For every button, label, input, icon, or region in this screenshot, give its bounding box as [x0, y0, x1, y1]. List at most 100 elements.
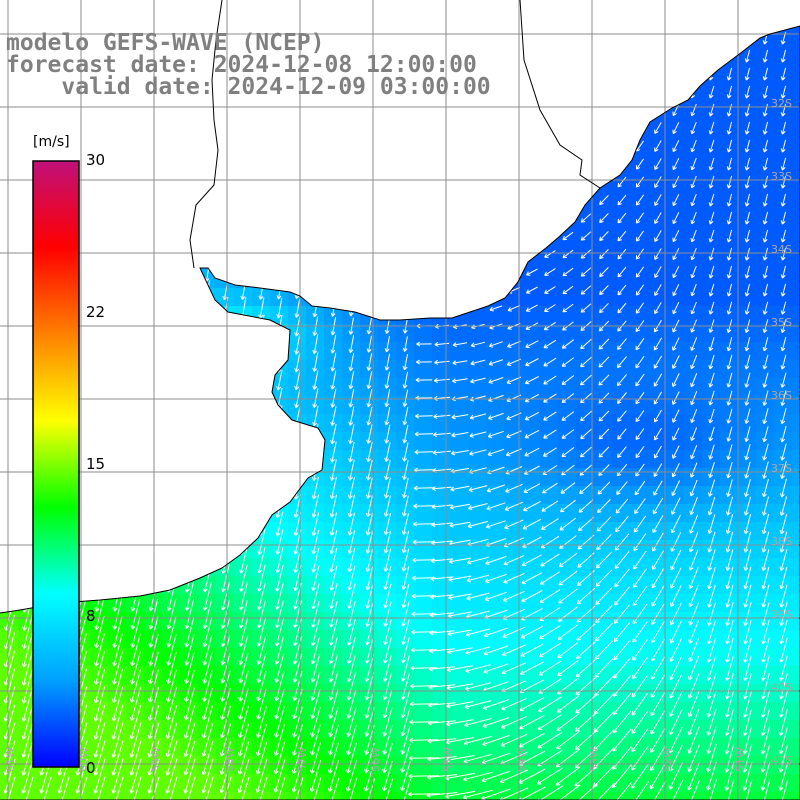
speed-cell — [342, 234, 361, 253]
wind-arrow — [168, 118, 174, 138]
speed-cell — [468, 126, 487, 145]
speed-cell — [108, 360, 127, 379]
speed-cell — [180, 414, 199, 433]
wind-arrow — [725, 584, 734, 608]
speed-cell — [90, 720, 109, 739]
speed-cell — [18, 0, 37, 19]
wind-arrow — [453, 162, 467, 167]
wind-arrow — [310, 706, 321, 738]
wind-arrow — [384, 246, 390, 262]
speed-cell — [738, 414, 757, 433]
wind-arrow — [466, 556, 489, 565]
wind-arrow — [561, 411, 575, 421]
speed-cell — [144, 162, 163, 181]
wind-arrow — [96, 189, 103, 211]
speed-cell — [108, 216, 127, 235]
model-title: modelo GEFS-WAVE (NCEP) — [6, 30, 325, 56]
wind-arrow — [60, 99, 66, 122]
wind-arrow — [690, 445, 698, 460]
wind-arrow — [400, 743, 411, 773]
speed-cell — [324, 270, 343, 289]
wind-arrow — [706, 726, 717, 755]
speed-cell — [468, 486, 487, 505]
speed-cell — [0, 684, 19, 703]
speed-cell — [612, 252, 631, 271]
speed-cell — [288, 360, 307, 379]
speed-cell — [396, 252, 415, 271]
wind-arrow — [384, 336, 390, 353]
speed-cell — [612, 126, 631, 145]
speed-cell — [792, 648, 800, 667]
speed-cell — [630, 270, 649, 289]
speed-cell — [738, 126, 757, 145]
wind-arrow — [650, 674, 666, 698]
wind-arrow — [60, 26, 66, 32]
wind-arrow — [258, 369, 265, 391]
wind-arrow — [312, 138, 318, 155]
speed-cell — [522, 180, 541, 199]
wind-arrow — [348, 264, 354, 280]
speed-cell — [306, 144, 325, 163]
colorbar-tick-label: 22 — [86, 303, 106, 321]
speed-cell — [630, 342, 649, 361]
wind-arrow — [654, 140, 662, 152]
speed-cell — [360, 648, 379, 667]
speed-cell — [288, 720, 307, 739]
wind-arrow — [131, 439, 140, 465]
wind-arrow — [522, 518, 542, 530]
speed-cell — [432, 252, 451, 271]
speed-cell — [162, 342, 181, 361]
wind-arrow — [669, 620, 682, 644]
speed-cell — [252, 144, 271, 163]
wind-arrow — [220, 652, 231, 684]
wind-arrow — [150, 279, 157, 301]
wind-arrow — [258, 209, 264, 227]
speed-cell — [666, 108, 685, 127]
speed-cell — [90, 234, 109, 253]
speed-cell — [684, 180, 703, 199]
speed-cell — [468, 774, 487, 793]
speed-cell — [558, 270, 577, 289]
wind-arrow — [778, 761, 789, 791]
wind-arrow — [780, 49, 787, 63]
wind-arrow — [726, 283, 733, 297]
wind-arrow — [544, 268, 556, 276]
wind-arrow — [292, 706, 303, 738]
wind-arrow — [708, 175, 715, 189]
speed-cell — [576, 360, 595, 379]
wind-arrow — [484, 573, 507, 583]
wind-arrow — [149, 386, 157, 410]
speed-cell — [0, 342, 19, 361]
wind-arrow — [403, 31, 409, 46]
wind-arrow — [708, 462, 715, 479]
colorbar-tick-label: 0 — [86, 759, 96, 777]
speed-cell — [108, 270, 127, 289]
wind-arrow — [367, 26, 372, 28]
wind-arrow — [239, 511, 248, 537]
speed-cell — [90, 414, 109, 433]
wind-arrow — [131, 474, 140, 502]
speed-cell — [0, 414, 19, 433]
speed-cell — [558, 0, 577, 19]
wind-arrow — [489, 269, 503, 276]
wind-arrow — [724, 690, 734, 718]
speed-cell — [666, 414, 685, 433]
speed-cell — [234, 252, 253, 271]
speed-cell — [144, 378, 163, 397]
wind-arrow — [543, 411, 557, 421]
speed-cell — [576, 684, 595, 703]
speed-cell — [198, 180, 217, 199]
wind-arrow — [427, 756, 457, 762]
wind-arrow — [276, 369, 283, 391]
wind-arrow — [114, 243, 121, 265]
wind-arrow — [635, 212, 645, 224]
speed-cell — [0, 468, 19, 487]
wind-arrow — [578, 517, 594, 532]
wind-arrow — [690, 265, 697, 279]
wind-arrow — [240, 119, 246, 138]
speed-cell — [576, 702, 595, 721]
wind-arrow — [500, 733, 528, 747]
speed-cell — [270, 270, 289, 289]
wind-arrow — [538, 696, 562, 712]
speed-cell — [756, 648, 775, 667]
